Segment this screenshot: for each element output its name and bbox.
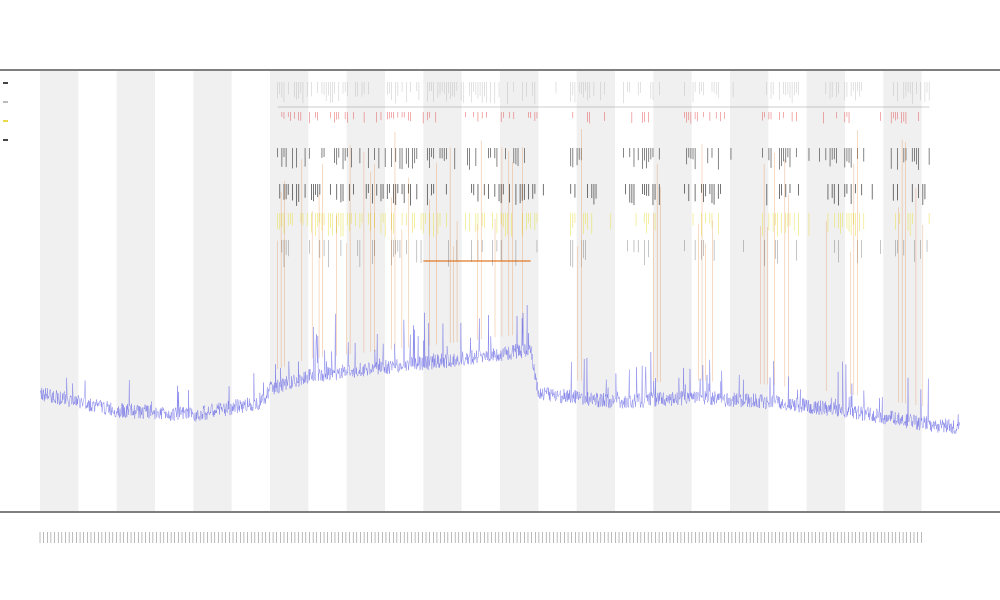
peak-lines — [277, 128, 924, 407]
shaded-band-1 — [116, 71, 155, 511]
legend-swatch-3 — [3, 139, 8, 141]
shaded-band-7 — [576, 71, 615, 511]
legend — [3, 82, 8, 141]
legend-swatch-2 — [3, 120, 8, 122]
shaded-bands — [40, 71, 922, 511]
shaded-band-4 — [346, 71, 385, 511]
shaded-band-8 — [653, 71, 692, 511]
legend-swatch-0 — [3, 82, 8, 84]
shaded-band-5 — [423, 71, 462, 511]
signal-series — [39, 305, 960, 435]
legend-swatch-1 — [3, 101, 8, 103]
shaded-band-2 — [193, 71, 232, 511]
signal-line — [39, 305, 960, 435]
shaded-band-9 — [730, 71, 769, 511]
shaded-band-0 — [40, 71, 79, 511]
shaded-band-10 — [806, 71, 845, 511]
x-tick-labels — [39, 532, 922, 543]
annotation-tracks — [277, 82, 930, 268]
shaded-band-3 — [270, 71, 309, 511]
shaded-band-11 — [883, 71, 922, 511]
shaded-band-6 — [500, 71, 539, 511]
